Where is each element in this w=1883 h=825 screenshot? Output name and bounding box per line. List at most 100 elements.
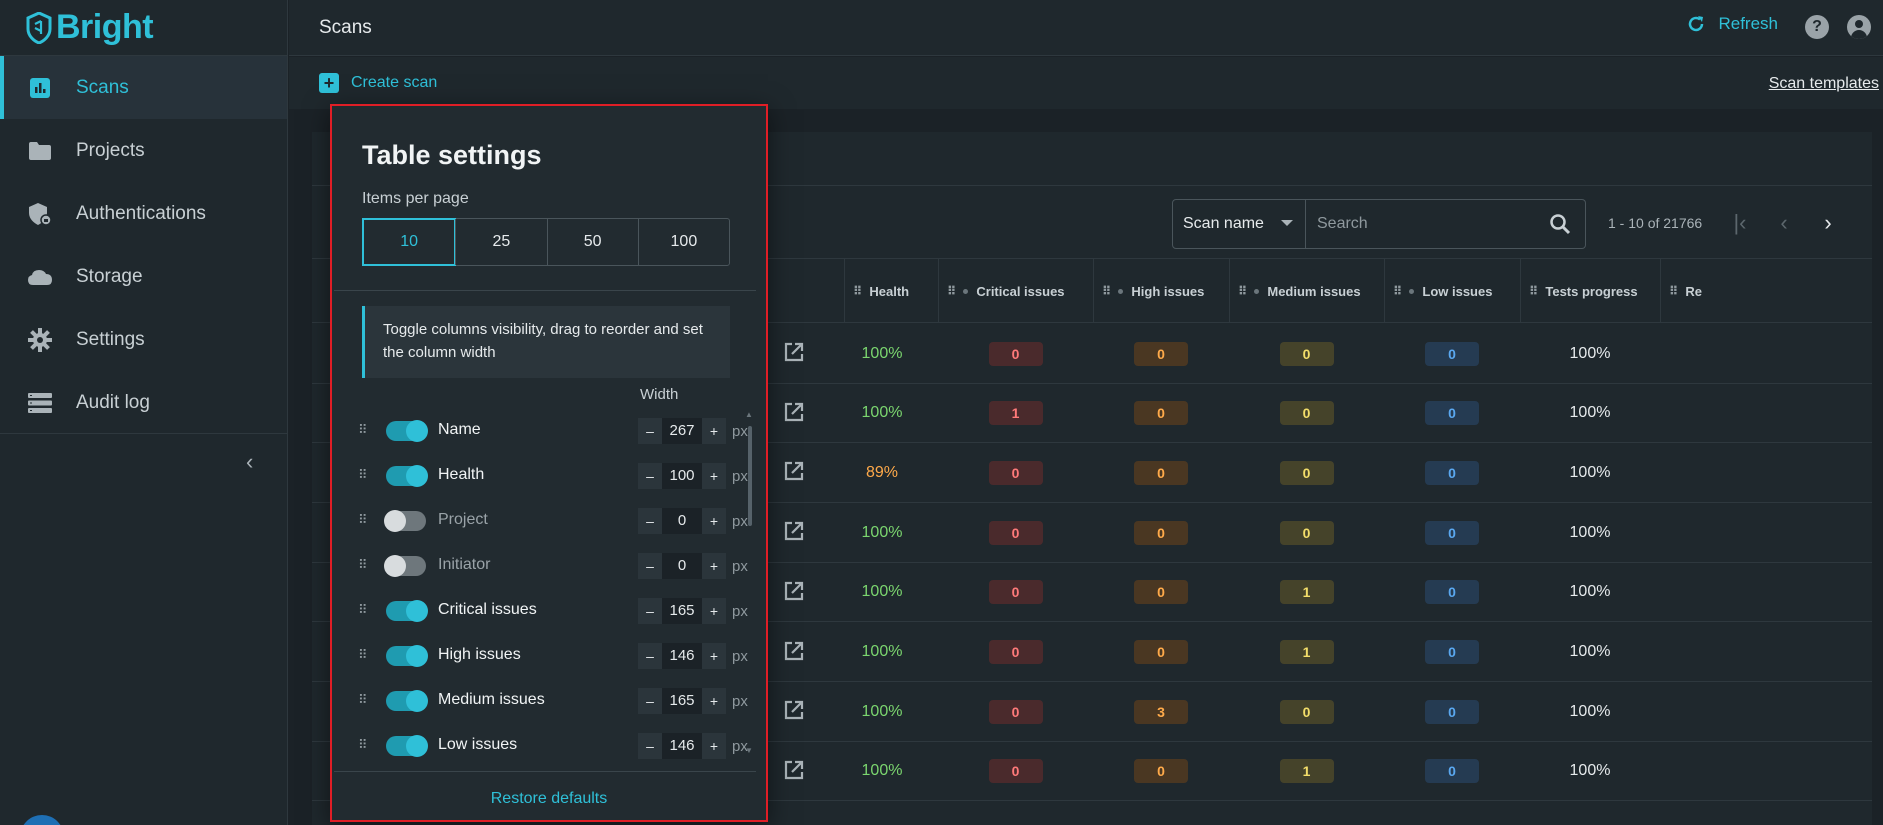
decrease-width-button[interactable]: –: [638, 733, 662, 759]
next-page-icon[interactable]: ›: [1824, 210, 1832, 235]
column-header-low[interactable]: ⠿ Low issues: [1384, 259, 1520, 323]
scroll-up-icon[interactable]: ▲: [745, 410, 753, 419]
column-visibility-toggle[interactable]: [386, 600, 428, 622]
search-field-select[interactable]: Scan name: [1172, 199, 1306, 249]
scroll-down-icon[interactable]: ▼: [745, 746, 753, 755]
items-per-page-option[interactable]: 50: [546, 219, 638, 265]
drag-handle-icon[interactable]: ⠿: [1393, 284, 1402, 298]
open-external-icon[interactable]: [783, 520, 805, 547]
decrease-width-button[interactable]: –: [638, 553, 662, 579]
column-visibility-toggle[interactable]: [386, 465, 428, 487]
increase-width-button[interactable]: +: [702, 643, 726, 669]
decrease-width-button[interactable]: –: [638, 508, 662, 534]
drag-handle-icon[interactable]: ⠿: [358, 467, 367, 482]
column-setting-row[interactable]: ⠿ Medium issues –165 + px: [358, 686, 748, 716]
column-header-tests-progress[interactable]: ⠿ Tests progress: [1520, 259, 1660, 323]
account-icon[interactable]: [1847, 15, 1871, 39]
column-visibility-toggle[interactable]: [386, 420, 428, 442]
avatar[interactable]: [20, 815, 64, 825]
column-visibility-toggle[interactable]: [384, 555, 426, 577]
increase-width-button[interactable]: +: [702, 508, 726, 534]
drag-handle-icon[interactable]: ⠿: [853, 284, 862, 298]
drag-handle-icon[interactable]: ⠿: [358, 602, 367, 617]
column-setting-row[interactable]: ⠿ High issues –146 + px: [358, 641, 748, 671]
open-external-icon[interactable]: [783, 640, 805, 667]
items-per-page-option[interactable]: 25: [455, 219, 546, 265]
column-setting-row[interactable]: ⠿ Critical issues –165 + px: [358, 596, 748, 626]
drag-handle-icon[interactable]: ⠿: [358, 737, 367, 752]
scan-templates-link[interactable]: Scan templates: [1768, 75, 1879, 92]
width-input[interactable]: 165: [662, 688, 702, 714]
column-setting-row[interactable]: ⠿ Health –100 + px: [358, 461, 748, 491]
decrease-width-button[interactable]: –: [638, 688, 662, 714]
sidebar-item-settings[interactable]: Settings: [0, 308, 287, 371]
column-visibility-toggle[interactable]: [386, 735, 428, 757]
drag-handle-icon[interactable]: ⠿: [1529, 284, 1538, 298]
column-header-health[interactable]: ⠿ Health: [844, 259, 938, 323]
increase-width-button[interactable]: +: [702, 418, 726, 444]
column-header-critical[interactable]: ⠿ Critical issues: [938, 259, 1093, 323]
drag-handle-icon[interactable]: ⠿: [358, 512, 367, 527]
sidebar-item-storage[interactable]: Storage: [0, 245, 287, 308]
increase-width-button[interactable]: +: [702, 598, 726, 624]
refresh-button[interactable]: Refresh: [1686, 14, 1778, 34]
search-input[interactable]: [1317, 215, 1537, 233]
column-setting-row[interactable]: ⠿ Project –0 + px: [358, 506, 748, 536]
column-visibility-toggle[interactable]: [386, 645, 428, 667]
decrease-width-button[interactable]: –: [638, 598, 662, 624]
column-setting-row[interactable]: ⠿ Name –267 + px: [358, 416, 748, 446]
drag-handle-icon[interactable]: ⠿: [947, 284, 956, 298]
width-input[interactable]: 165: [662, 598, 702, 624]
width-input[interactable]: 0: [662, 508, 702, 534]
column-header-high[interactable]: ⠿ High issues: [1093, 259, 1229, 323]
sidebar-item-scans[interactable]: Scans: [0, 56, 287, 119]
collapse-sidebar-icon[interactable]: ‹: [246, 449, 254, 474]
sidebar-item-authentications[interactable]: Authentications: [0, 182, 287, 245]
drag-handle-icon[interactable]: ⠿: [1238, 284, 1247, 298]
open-external-icon[interactable]: [783, 580, 805, 607]
scrollbar-thumb[interactable]: [748, 426, 752, 526]
sidebar-item-audit-log[interactable]: Audit log: [0, 371, 287, 434]
increase-width-button[interactable]: +: [702, 463, 726, 489]
open-external-icon[interactable]: [783, 759, 805, 786]
first-page-icon[interactable]: |‹: [1733, 210, 1747, 235]
create-scan-button[interactable]: + Create scan: [319, 73, 437, 93]
drag-handle-icon[interactable]: ⠿: [358, 422, 367, 437]
column-header-more[interactable]: ⠿ Re: [1660, 259, 1720, 323]
decrease-width-button[interactable]: –: [638, 643, 662, 669]
drag-handle-icon[interactable]: ⠿: [1102, 284, 1111, 298]
drag-handle-icon[interactable]: ⠿: [358, 692, 367, 707]
column-visibility-toggle[interactable]: [386, 690, 428, 712]
drag-handle-icon[interactable]: ⠿: [1669, 284, 1678, 298]
width-input[interactable]: 146: [662, 733, 702, 759]
items-per-page-option[interactable]: 100: [637, 219, 729, 265]
brand-logo[interactable]: Bright: [0, 0, 287, 56]
column-visibility-toggle[interactable]: [384, 510, 426, 532]
open-external-icon[interactable]: [783, 341, 805, 368]
width-input[interactable]: 0: [662, 553, 702, 579]
column-setting-row[interactable]: ⠿ Initiator –0 + px: [358, 551, 748, 581]
decrease-width-button[interactable]: –: [638, 418, 662, 444]
column-header-medium[interactable]: ⠿ Medium issues: [1229, 259, 1384, 323]
restore-defaults-button[interactable]: Restore defaults: [490, 790, 608, 807]
items-per-page-option[interactable]: 10: [362, 218, 457, 266]
drag-handle-icon[interactable]: ⠿: [358, 647, 367, 662]
open-external-icon[interactable]: [783, 699, 805, 726]
increase-width-button[interactable]: +: [702, 553, 726, 579]
width-input[interactable]: 146: [662, 643, 702, 669]
drag-handle-icon[interactable]: ⠿: [358, 557, 367, 572]
decrease-width-button[interactable]: –: [638, 463, 662, 489]
search-icon[interactable]: [1549, 213, 1571, 240]
sidebar-item-projects[interactable]: Projects: [0, 119, 287, 182]
increase-width-button[interactable]: +: [702, 733, 726, 759]
prev-page-icon[interactable]: ‹: [1780, 210, 1788, 235]
column-setting-row[interactable]: ⠿ Low issues –146 + px: [358, 731, 748, 761]
help-icon[interactable]: ?: [1805, 15, 1829, 39]
width-input[interactable]: 267: [662, 418, 702, 444]
width-input[interactable]: 100: [662, 463, 702, 489]
